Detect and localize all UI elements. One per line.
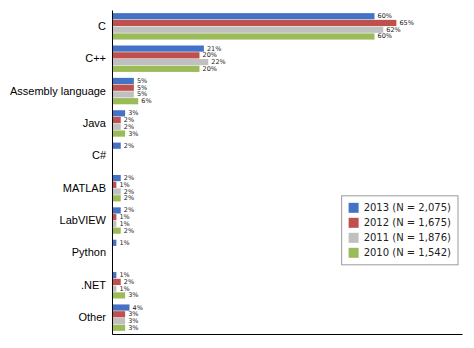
bar bbox=[112, 66, 200, 72]
legend-swatch bbox=[349, 218, 359, 228]
chart: 60%21%5%3%2%2%2%1%1%4%65%20%5%2%1%1%2%3%… bbox=[0, 0, 474, 348]
y-tick: Assembly language bbox=[10, 85, 106, 97]
bar bbox=[112, 318, 125, 324]
bar bbox=[112, 311, 125, 317]
y-tick-label: Assembly language bbox=[10, 85, 106, 97]
bar bbox=[112, 130, 125, 136]
bar bbox=[112, 228, 121, 234]
bar bbox=[112, 85, 134, 91]
legend-label: 2012 (N = 1,675) bbox=[364, 217, 451, 228]
data-label: 65% bbox=[399, 19, 413, 27]
legend: 2013 (N = 2,075) 2012 (N = 1,675) 2011 (N … bbox=[342, 196, 458, 265]
bar bbox=[112, 188, 121, 194]
y-tick: C bbox=[98, 20, 106, 32]
legend-swatch bbox=[349, 248, 359, 258]
data-label: 2% bbox=[124, 194, 134, 202]
data-label: 20% bbox=[203, 65, 217, 73]
y-tick-label: Other bbox=[78, 311, 106, 323]
bar bbox=[112, 78, 134, 84]
y-tick: C# bbox=[92, 149, 107, 161]
bar bbox=[112, 325, 125, 331]
y-tick-label: Python bbox=[72, 246, 106, 258]
legend-item: 2011 (N = 1,876) bbox=[349, 232, 451, 243]
legend-label: 2013 (N = 2,075) bbox=[364, 202, 451, 213]
data-label: 60% bbox=[378, 12, 392, 20]
legend-label: 2011 (N = 1,876) bbox=[364, 232, 451, 243]
legend-item: 2013 (N = 2,075) bbox=[349, 202, 451, 213]
y-tick: Other bbox=[78, 311, 106, 323]
bar bbox=[112, 195, 121, 201]
y-tick-label: LabVIEW bbox=[60, 214, 107, 226]
y-tick: Python bbox=[72, 246, 106, 258]
y-tick-label: C++ bbox=[85, 52, 106, 64]
legend-label: 2010 (N = 1,542) bbox=[364, 247, 451, 258]
data-label: 1% bbox=[119, 239, 129, 247]
data-labels: 60%21%5%3%2%2%2%1%1%4%65%20%5%2%1%1%2%3%… bbox=[119, 12, 413, 332]
plot: 60%21%5%3%2%2%2%1%1%4%65%20%5%2%1%1%2%3%… bbox=[10, 11, 463, 335]
bar bbox=[112, 20, 396, 26]
data-label: 6% bbox=[141, 97, 151, 105]
bar bbox=[112, 124, 121, 130]
y-tick-label: Java bbox=[83, 117, 107, 129]
y-tick: Java bbox=[83, 117, 107, 129]
bar bbox=[112, 13, 375, 19]
data-label: 3% bbox=[128, 324, 138, 332]
y-axis: C C++ Assembly language Java C# MATLAB LabVIEW… bbox=[10, 11, 113, 335]
bar bbox=[112, 59, 208, 65]
data-label: 2% bbox=[124, 227, 134, 235]
y-tick: LabVIEW bbox=[60, 214, 107, 226]
bars bbox=[112, 13, 396, 331]
data-label: 60% bbox=[378, 32, 392, 40]
y-tick-label: C# bbox=[92, 149, 107, 161]
bar bbox=[112, 117, 121, 123]
bar bbox=[112, 292, 125, 298]
bar bbox=[112, 91, 134, 97]
bar bbox=[112, 98, 138, 104]
legend-frame bbox=[342, 196, 458, 265]
y-tick: MATLAB bbox=[63, 182, 106, 194]
bar bbox=[112, 33, 375, 39]
y-tick-label: .NET bbox=[81, 279, 106, 291]
data-label: 3% bbox=[128, 130, 138, 138]
legend-swatch bbox=[349, 203, 359, 213]
legend-item: 2010 (N = 1,542) bbox=[349, 247, 451, 258]
bar-series bbox=[112, 13, 375, 311]
bar-series bbox=[112, 20, 396, 318]
bar bbox=[112, 52, 200, 58]
x-axis bbox=[113, 334, 463, 335]
bar bbox=[112, 27, 383, 33]
legend-item: 2012 (N = 1,675) bbox=[349, 217, 451, 228]
bar bbox=[112, 45, 204, 51]
bar bbox=[112, 304, 130, 310]
y-tick-label: MATLAB bbox=[63, 182, 106, 194]
bar-series bbox=[112, 33, 375, 331]
legend-swatch bbox=[349, 233, 359, 243]
x-axis-line bbox=[113, 334, 463, 335]
y-tick-label: C bbox=[98, 20, 106, 32]
y-axis-line bbox=[112, 11, 113, 335]
y-tick: C++ bbox=[85, 52, 106, 64]
bar bbox=[112, 143, 121, 149]
data-label: 3% bbox=[128, 291, 138, 299]
y-tick: .NET bbox=[81, 279, 106, 291]
bar-series bbox=[112, 27, 383, 325]
data-label: 2% bbox=[124, 142, 134, 150]
